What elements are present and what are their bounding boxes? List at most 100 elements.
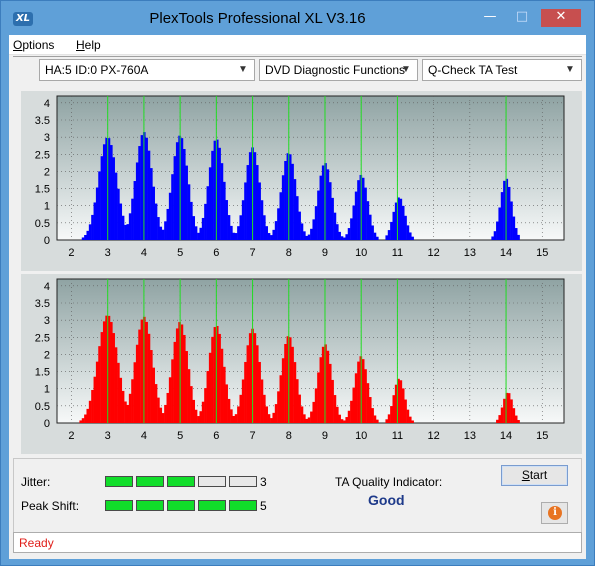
histogram-bar bbox=[107, 138, 111, 240]
lands-graph-panel: 0 0.5 1 1.5 2 2.5 3 3.5 4 2 3 4 5 6 7 8 9 10 11 12 13 14 15 bbox=[21, 91, 582, 271]
x-tick-label: 12 bbox=[428, 430, 440, 442]
histogram-bar bbox=[180, 138, 184, 240]
histogram-bar bbox=[131, 379, 134, 423]
histogram-bar bbox=[368, 397, 372, 423]
histogram-bar bbox=[514, 415, 518, 423]
histogram-bar bbox=[503, 180, 506, 240]
histogram-bar bbox=[171, 174, 174, 240]
histogram-bar bbox=[345, 234, 349, 240]
histogram-bar bbox=[159, 407, 163, 423]
histogram-bar bbox=[126, 224, 130, 240]
histogram-bar bbox=[180, 324, 184, 423]
histogram-bar bbox=[366, 383, 370, 423]
histogram-bar bbox=[150, 350, 153, 423]
toolbar: HA:5 ID:0 PX-760A ▼ DVD Diagnostic Funct… bbox=[13, 56, 582, 84]
histogram-bar bbox=[86, 408, 90, 423]
histogram-bar bbox=[496, 419, 499, 423]
histogram-bar bbox=[197, 416, 200, 423]
histogram-bar bbox=[110, 322, 113, 423]
histogram-bar bbox=[237, 226, 240, 240]
x-tick-label: 15 bbox=[536, 247, 548, 259]
histogram-bar bbox=[284, 343, 287, 423]
info-button[interactable]: i bbox=[541, 502, 568, 524]
histogram-bar bbox=[357, 180, 360, 240]
histogram-bar bbox=[397, 197, 400, 240]
jitter-meter bbox=[105, 476, 257, 487]
histogram-bar bbox=[500, 407, 504, 423]
function-select[interactable]: DVD Diagnostic Functions ▼ bbox=[259, 59, 418, 81]
x-tick-label: 8 bbox=[286, 430, 292, 442]
menu-help[interactable]: Help bbox=[76, 38, 101, 52]
menu-options[interactable]: Options bbox=[13, 38, 55, 52]
histogram-bar bbox=[298, 394, 301, 423]
histogram-bar bbox=[119, 203, 123, 240]
histogram-bar bbox=[333, 395, 337, 423]
close-button[interactable]: ✕ bbox=[541, 9, 581, 27]
meter-segment bbox=[167, 476, 195, 487]
meter-segment bbox=[167, 500, 195, 511]
histogram-bar bbox=[182, 148, 186, 240]
histogram-bar bbox=[270, 418, 273, 423]
histogram-bar bbox=[124, 224, 127, 240]
histogram-bar bbox=[204, 203, 207, 240]
histogram-bar bbox=[178, 135, 181, 240]
histogram-bar bbox=[312, 219, 316, 240]
title-bar[interactable]: XL PlexTools Professional XL V3.16 — □ ✕ bbox=[1, 1, 594, 35]
histogram-bar bbox=[154, 384, 158, 423]
start-button[interactable]: Start bbox=[501, 465, 568, 486]
histogram-bar bbox=[230, 225, 233, 240]
histogram-bar bbox=[411, 420, 414, 423]
status-bar: Ready bbox=[13, 532, 582, 553]
histogram-bar bbox=[253, 152, 257, 240]
histogram-bar bbox=[373, 415, 377, 423]
histogram-bar bbox=[303, 231, 306, 240]
histogram-bar bbox=[192, 216, 196, 240]
histogram-bar bbox=[168, 377, 172, 423]
histogram-bar bbox=[305, 418, 308, 423]
histogram-bar bbox=[345, 417, 349, 423]
histogram-bar bbox=[281, 358, 285, 423]
drive-select[interactable]: HA:5 ID:0 PX-760A ▼ bbox=[39, 59, 255, 81]
histogram-bar bbox=[317, 190, 320, 240]
histogram-bar bbox=[295, 379, 299, 423]
histogram-bar bbox=[293, 179, 297, 240]
histogram-bar bbox=[392, 395, 396, 423]
histogram-bar bbox=[277, 391, 280, 423]
histogram-bar bbox=[371, 408, 374, 423]
histogram-bar bbox=[352, 205, 356, 240]
test-select[interactable]: Q-Check TA Test ▼ bbox=[422, 59, 582, 81]
histogram-bar bbox=[140, 319, 144, 423]
maximize-button[interactable]: □ bbox=[515, 9, 529, 24]
histogram-bar bbox=[354, 373, 358, 423]
minimize-button[interactable]: — bbox=[483, 9, 497, 24]
histogram-bar bbox=[79, 420, 83, 423]
histogram-bar bbox=[314, 388, 318, 423]
x-tick-label: 10 bbox=[355, 430, 367, 442]
histogram-bar bbox=[84, 235, 87, 240]
histogram-bar bbox=[199, 227, 203, 240]
histogram-bar bbox=[312, 401, 316, 423]
y-tick-label: 1 bbox=[44, 201, 50, 213]
histogram-bar bbox=[366, 201, 370, 240]
histogram-bar bbox=[147, 333, 151, 423]
histogram-bar bbox=[319, 357, 323, 423]
histogram-bar bbox=[352, 387, 356, 423]
histogram-bar bbox=[246, 165, 250, 240]
histogram-bar bbox=[187, 369, 191, 423]
histogram-bar bbox=[81, 418, 85, 423]
histogram-bar bbox=[314, 206, 318, 240]
histogram-bar bbox=[91, 390, 94, 423]
histogram-bar bbox=[364, 187, 367, 240]
x-tick-label: 13 bbox=[464, 247, 476, 259]
x-tick-label: 5 bbox=[177, 247, 183, 259]
histogram-bar bbox=[206, 186, 210, 240]
histogram-bar bbox=[190, 386, 193, 423]
histogram-bar bbox=[244, 361, 247, 423]
x-tick-label: 2 bbox=[68, 430, 74, 442]
meter-segment bbox=[229, 500, 257, 511]
histogram-bar bbox=[232, 232, 236, 240]
histogram-bar bbox=[260, 200, 264, 240]
x-tick-label: 13 bbox=[464, 430, 476, 442]
histogram-bar bbox=[350, 218, 353, 240]
histogram-bar bbox=[340, 419, 344, 423]
